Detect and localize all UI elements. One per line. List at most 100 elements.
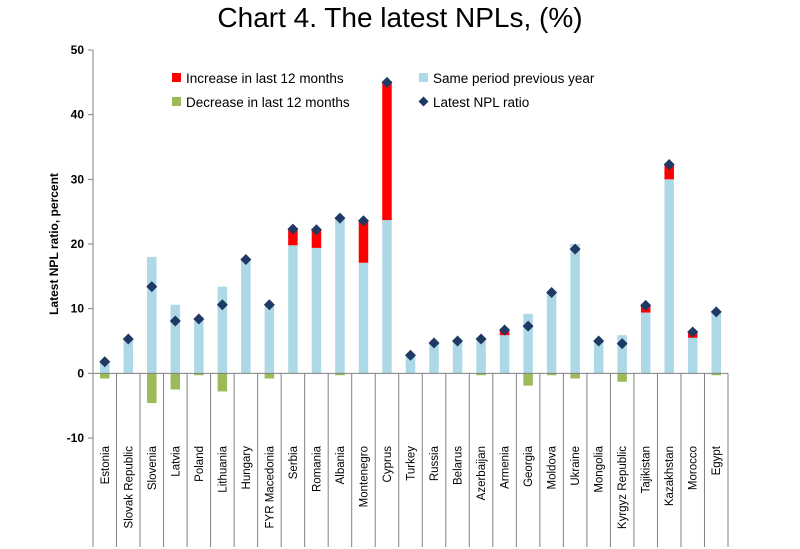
bar-decrease <box>147 373 157 404</box>
latest-npl-marker <box>405 349 416 361</box>
category-label: Slovak Republic <box>123 446 135 529</box>
bar-decrease <box>217 373 228 392</box>
category-label: Hungary <box>241 446 253 490</box>
category-label: Kazakhstan <box>664 446 676 506</box>
bar-decrease <box>264 373 275 379</box>
latest-npl-marker <box>169 315 181 327</box>
category-label: Egypt <box>711 445 723 475</box>
category-label: Georgia <box>523 445 535 487</box>
bar-previous-year <box>617 335 627 374</box>
chart-title: Chart 4. The latest NPLs, (%) <box>217 2 583 33</box>
latest-npl-marker <box>146 281 158 293</box>
bar-previous-year <box>264 304 275 374</box>
latest-npl-marker <box>475 333 487 345</box>
bar-previous-year <box>382 220 392 374</box>
bar-previous-year <box>711 311 721 374</box>
bar-previous-year <box>358 262 369 374</box>
bar-decrease <box>335 373 345 376</box>
bar-increase <box>358 220 369 263</box>
latest-npl-marker <box>663 158 675 170</box>
latest-npl-marker <box>216 299 228 311</box>
category-label: Serbia <box>288 445 300 479</box>
latest-npl-marker <box>287 223 299 235</box>
bar-previous-year <box>335 218 345 374</box>
bar-previous-year <box>499 335 510 374</box>
bar-previous-year <box>570 244 580 374</box>
category-label: Slovenia <box>147 445 159 490</box>
latest-npl-marker <box>99 356 111 368</box>
bar-decrease <box>617 373 627 382</box>
bar-previous-year <box>147 256 157 374</box>
legend-label-increase: Increase in last 12 months <box>186 71 344 86</box>
bar-previous-year <box>452 341 463 374</box>
bar-previous-year <box>687 337 698 374</box>
y-axis-label: Latest NPL ratio, percent <box>47 173 61 315</box>
bar-previous-year <box>640 312 651 374</box>
bar-decrease <box>711 373 721 376</box>
bar-increase <box>288 229 298 246</box>
category-label: Morocco <box>688 446 700 490</box>
y-tick-label: 40 <box>71 108 85 122</box>
latest-npl-marker <box>522 320 534 332</box>
latest-npl-marker <box>499 324 511 336</box>
latest-npl-marker <box>428 337 440 349</box>
category-label: FYR Macedonia <box>264 445 276 528</box>
category-label: Estonia <box>100 445 112 484</box>
category-label: Latvia <box>170 445 182 476</box>
category-label: Tajikistan <box>641 446 653 493</box>
category-label: Albania <box>335 445 347 484</box>
y-tick-label: 30 <box>71 172 85 186</box>
bar-previous-year <box>405 355 416 374</box>
bar-previous-year <box>217 286 228 374</box>
y-tick-label: 50 <box>71 43 85 57</box>
bar-decrease <box>100 373 110 379</box>
category-label: Romania <box>311 445 323 492</box>
legend-label-decrease: Decrease in last 12 months <box>186 95 350 110</box>
legend-swatch-increase <box>172 73 181 82</box>
legend-label-latest: Latest NPL ratio <box>433 95 529 110</box>
latest-npl-marker <box>263 299 275 311</box>
bar-previous-year <box>664 179 674 374</box>
bar-increase <box>664 164 674 180</box>
latest-npl-marker <box>616 338 628 350</box>
latest-npl-marker <box>710 306 722 318</box>
latest-npl-marker <box>452 335 464 347</box>
category-label: Ukraine <box>570 446 582 486</box>
y-tick-label: 10 <box>71 302 85 316</box>
category-label: Azerbaijan <box>476 446 488 500</box>
category-label: Armenia <box>500 445 512 488</box>
bar-decrease <box>546 373 557 376</box>
bar-previous-year <box>476 339 486 374</box>
latest-npl-marker <box>640 299 652 311</box>
category-label: Moldova <box>547 445 559 489</box>
latest-npl-marker <box>381 76 393 88</box>
category-label: Poland <box>194 446 206 482</box>
bar-previous-year <box>546 292 557 374</box>
latest-npl-marker <box>687 326 699 338</box>
y-tick-label: 20 <box>71 237 85 251</box>
bar-previous-year <box>123 339 134 374</box>
bar-previous-year <box>241 259 251 374</box>
category-label: Turkey <box>406 446 418 481</box>
latest-npl-marker <box>357 215 369 227</box>
legend-marker-latest <box>418 96 429 107</box>
legend-label-previous-year: Same period previous year <box>433 71 595 86</box>
category-label: Mongolia <box>594 445 606 492</box>
bar-previous-year <box>311 247 322 374</box>
category-label: Lithuania <box>217 445 229 492</box>
latest-npl-marker <box>546 287 558 298</box>
latest-npl-marker <box>593 335 605 347</box>
bar-decrease <box>170 373 181 390</box>
bar-decrease <box>523 373 533 386</box>
bar-previous-year <box>288 245 298 374</box>
bar-decrease <box>194 373 204 376</box>
bar-previous-year <box>194 319 204 374</box>
category-label: Cyprus <box>382 446 394 483</box>
bar-previous-year <box>523 313 533 374</box>
bar-increase <box>311 229 322 248</box>
bar-decrease <box>476 373 486 376</box>
bar-increase <box>382 82 392 221</box>
legend-swatch-previous-year <box>419 73 428 82</box>
latest-npl-marker <box>334 212 346 224</box>
latest-npl-marker <box>122 333 134 345</box>
